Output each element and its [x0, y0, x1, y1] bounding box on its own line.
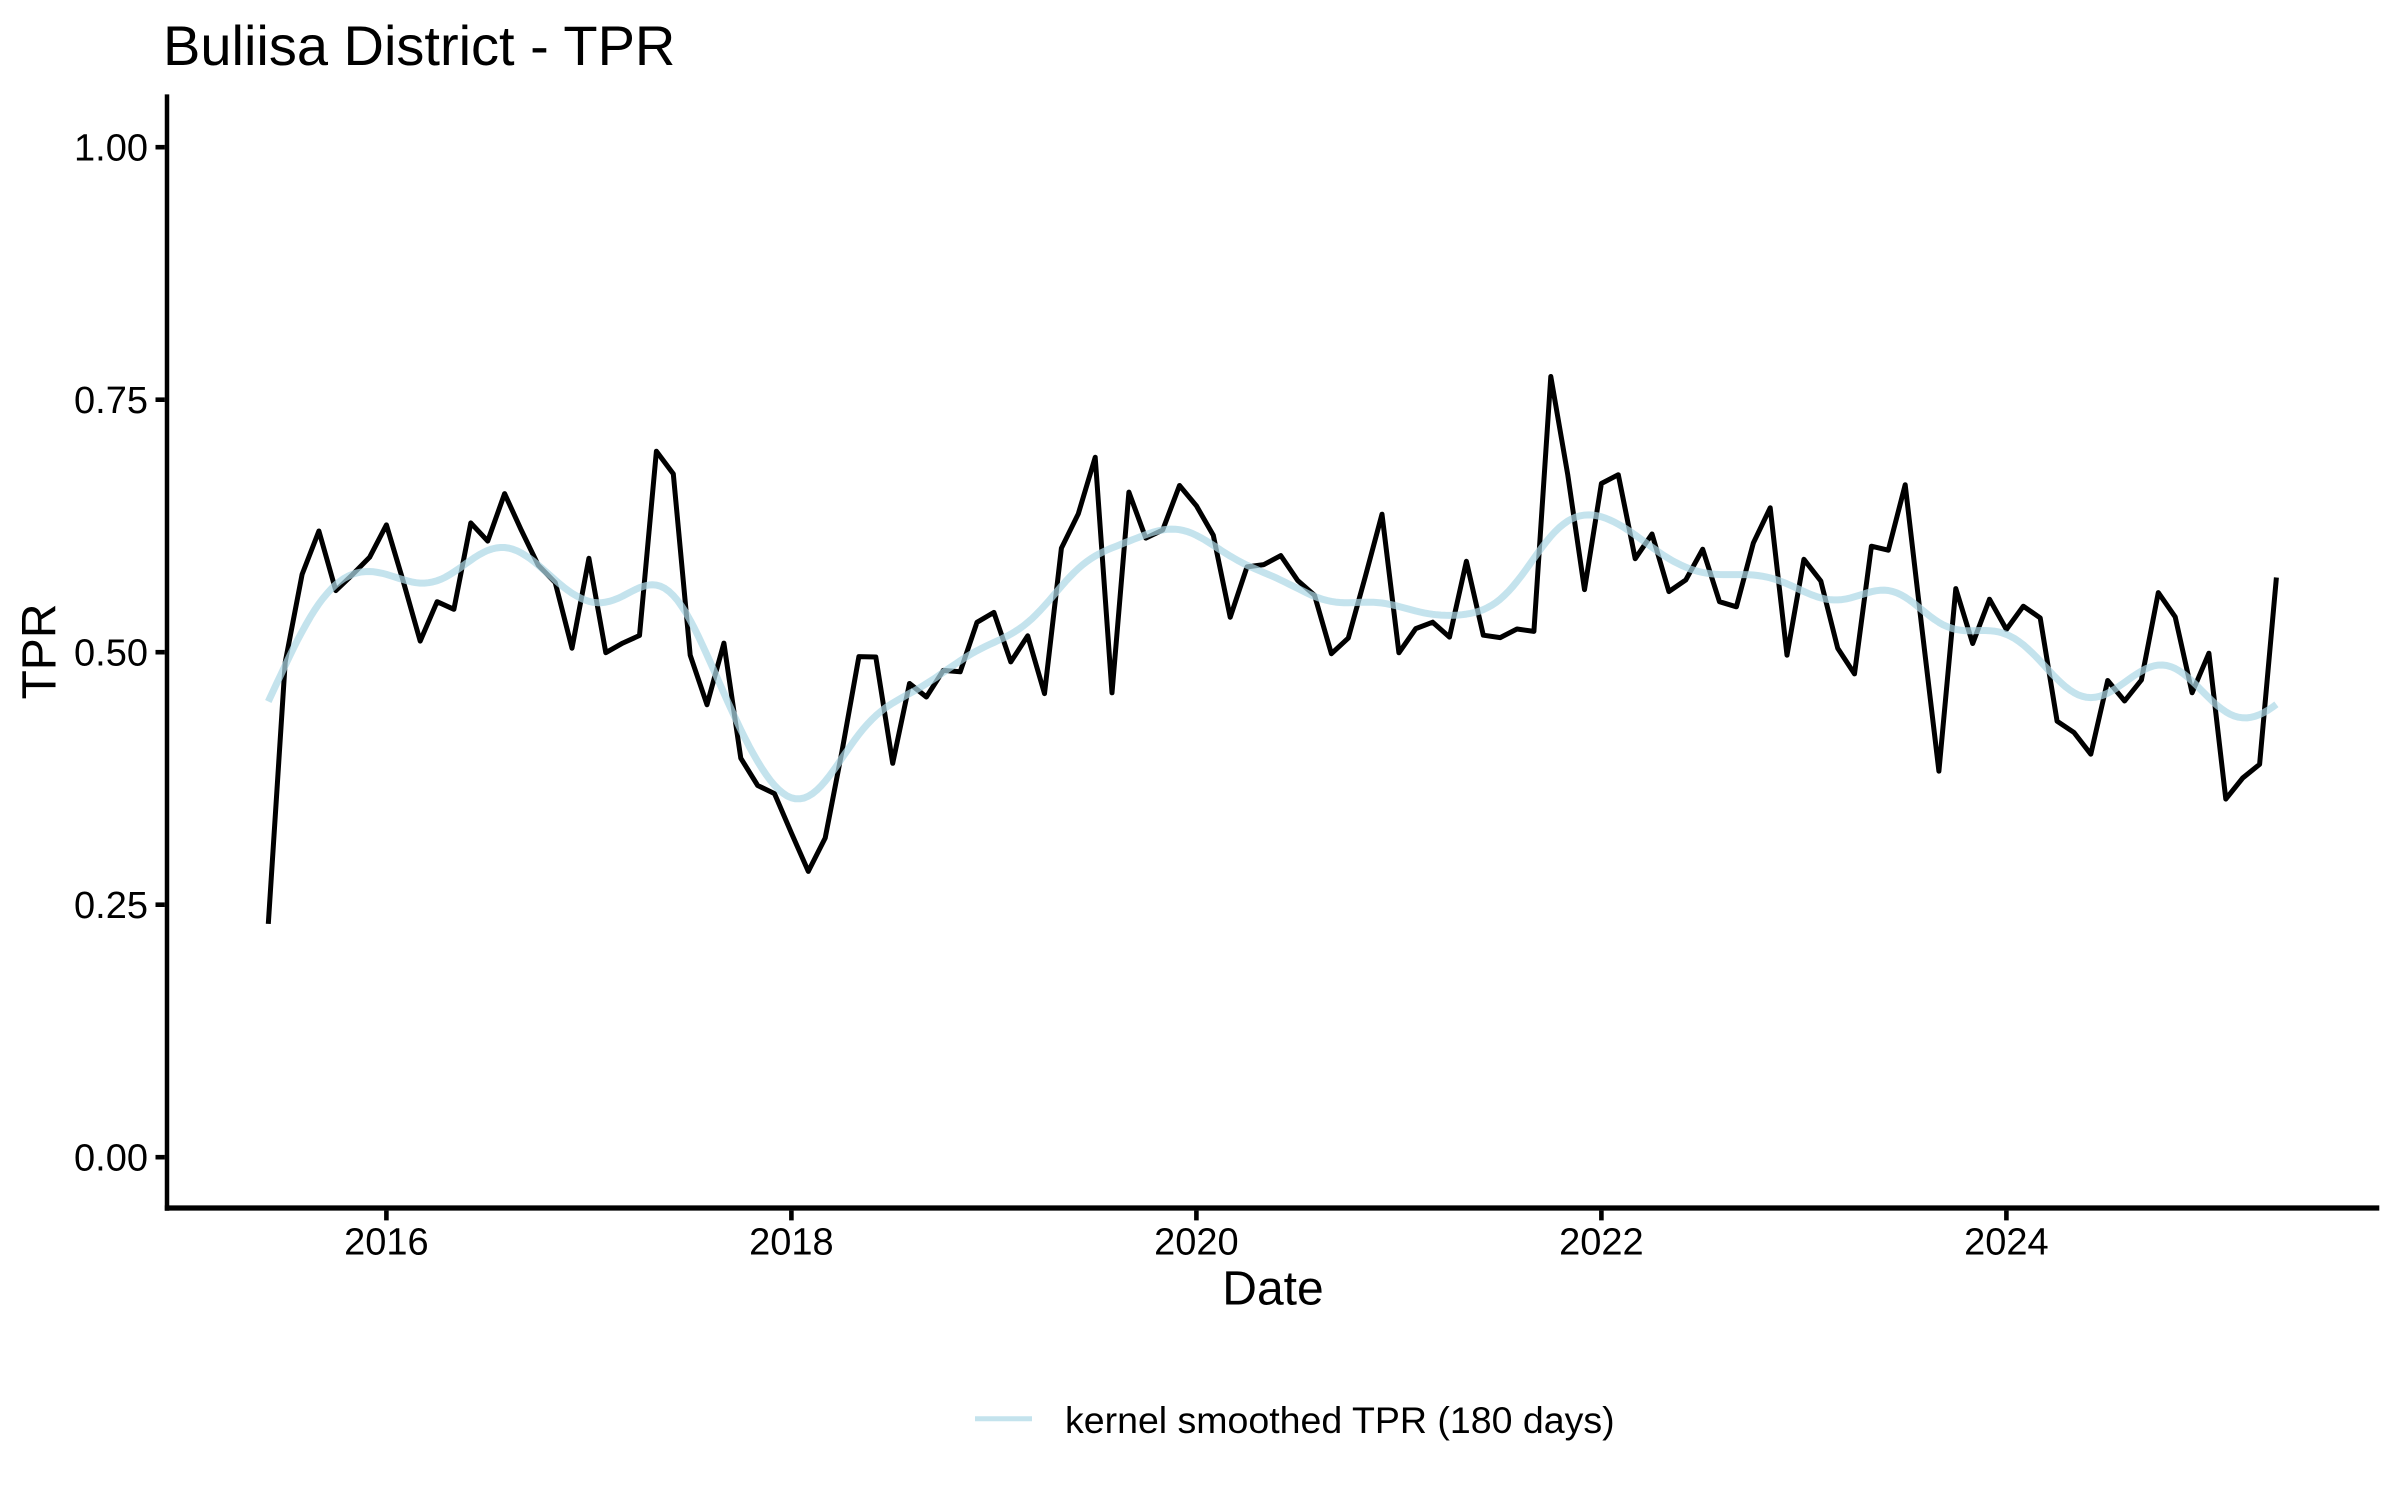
svg-text:2022: 2022	[1559, 1222, 1644, 1264]
svg-text:2024: 2024	[1964, 1222, 2049, 1264]
svg-text:TPR: TPR	[13, 604, 66, 700]
svg-text:Date: Date	[1222, 1263, 1323, 1316]
svg-text:2018: 2018	[749, 1222, 834, 1264]
svg-text:0.75: 0.75	[74, 380, 148, 422]
svg-text:0.50: 0.50	[74, 633, 148, 675]
svg-text:2016: 2016	[344, 1222, 429, 1264]
svg-text:0.00: 0.00	[74, 1138, 148, 1180]
svg-text:2020: 2020	[1154, 1222, 1239, 1264]
svg-text:1.00: 1.00	[74, 128, 148, 170]
svg-text:0.25: 0.25	[74, 885, 148, 927]
svg-text:Buliisa District - TPR: Buliisa District - TPR	[163, 14, 675, 77]
svg-text:kernel smoothed TPR (180 days): kernel smoothed TPR (180 days)	[1065, 1399, 1615, 1441]
